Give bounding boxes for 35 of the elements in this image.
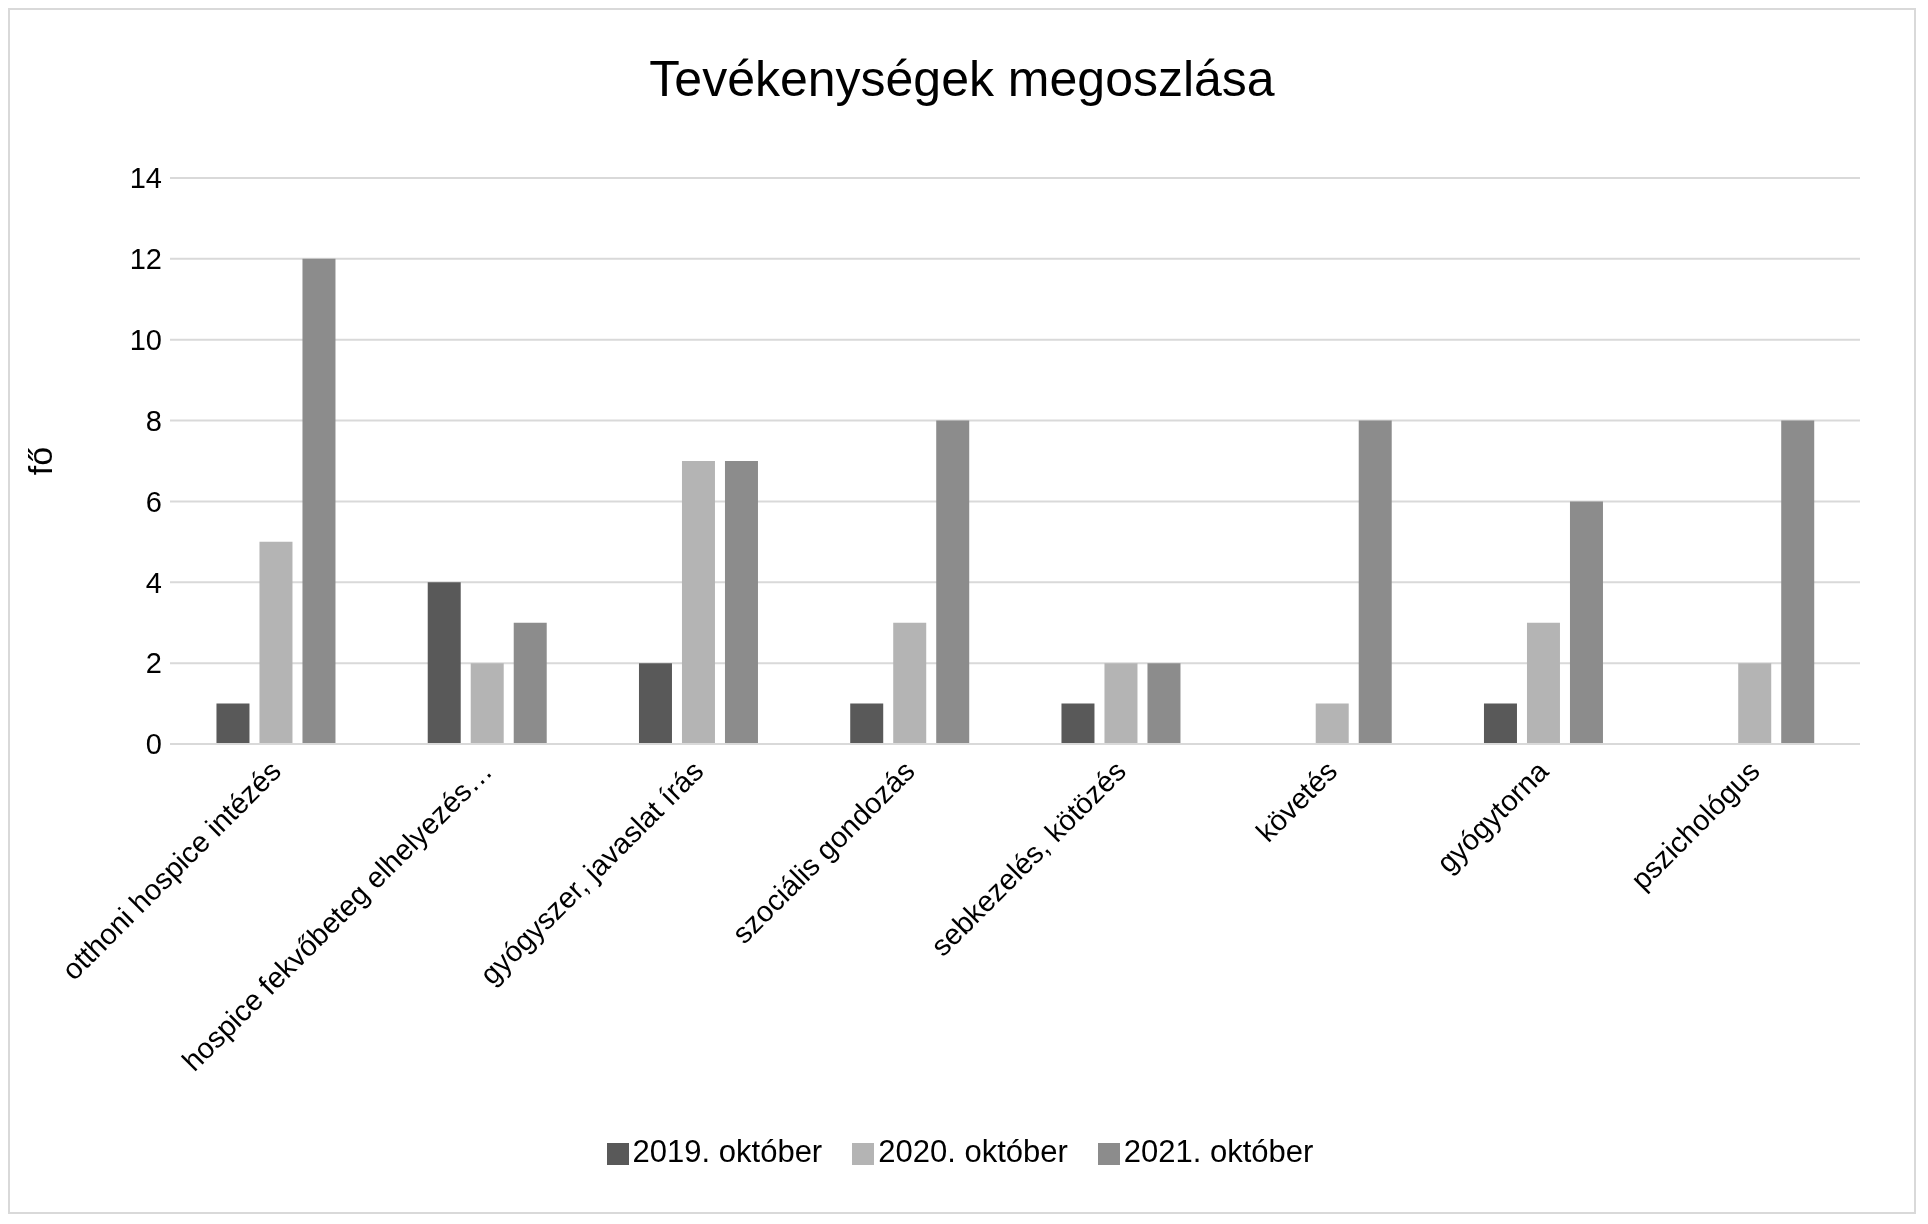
bar: [1104, 663, 1138, 744]
y-tick-label: 2: [145, 647, 162, 680]
legend-label: 2020. október: [878, 1134, 1068, 1169]
legend-label: 2021. október: [1123, 1134, 1314, 1169]
y-tick-label: 0: [145, 728, 162, 761]
bar: [850, 703, 884, 744]
bar: [1358, 420, 1392, 744]
bar: [216, 703, 250, 744]
y-tick-label: 12: [129, 243, 162, 276]
bar: [724, 461, 758, 744]
bar: [681, 461, 715, 744]
y-tick-label: 8: [145, 404, 162, 437]
y-tick-label: 10: [129, 324, 162, 357]
y-tick-label: 4: [145, 566, 162, 599]
chart-title: Tevékenységek megoszlása: [648, 50, 1276, 108]
y-tick-label: 14: [129, 162, 162, 195]
bar: [1526, 622, 1560, 744]
bar: [1061, 703, 1095, 744]
bar: [470, 663, 504, 744]
legend-label: 2019. október: [632, 1134, 823, 1169]
bar: [302, 258, 336, 744]
bar: [1738, 663, 1772, 744]
bar: [1147, 663, 1181, 744]
bar: [638, 663, 672, 744]
bar: [1483, 703, 1517, 744]
bar: [259, 541, 293, 744]
bar: [427, 582, 461, 744]
y-tick-label: 6: [145, 485, 162, 518]
y-axis-title: fő: [21, 446, 60, 476]
bar: [1315, 703, 1349, 744]
bar: [513, 622, 547, 744]
bar: [893, 622, 927, 744]
bar: [936, 420, 970, 744]
bar: [1569, 501, 1603, 744]
bar: [1781, 420, 1815, 744]
